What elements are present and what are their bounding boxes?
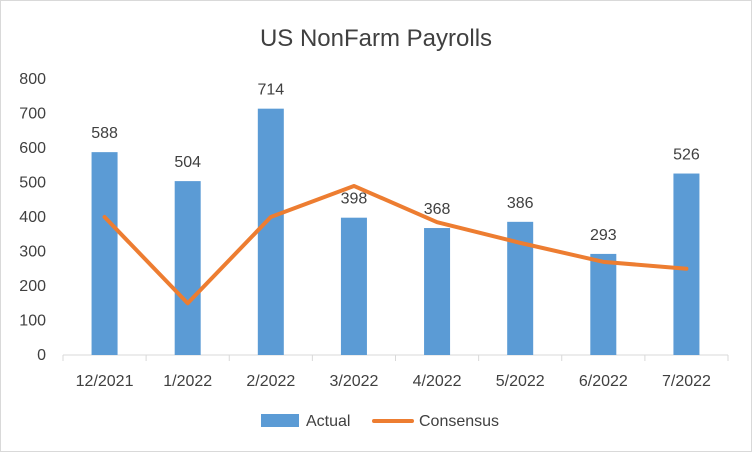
consensus-line <box>102 183 689 306</box>
data-label: 504 <box>174 154 201 171</box>
chart-title: US NonFarm Payrolls <box>260 25 492 52</box>
bar-actual <box>340 217 367 355</box>
y-tick-label: 100 <box>19 313 46 330</box>
legend-swatch-actual <box>261 414 299 427</box>
axes: 0 100 200 300 400 500 600 700 800 12/2021 1/2022 2/… <box>19 71 729 390</box>
y-tick-label: 400 <box>19 209 46 226</box>
x-tick-label: 3/2022 <box>329 373 378 390</box>
y-tick-label: 800 <box>19 71 46 88</box>
x-tick-label: 1/2022 <box>163 373 212 390</box>
bar-actual <box>424 228 451 355</box>
legend-label-consensus: Consensus <box>419 413 499 430</box>
y-tick-label: 500 <box>19 175 46 192</box>
data-label: 293 <box>590 227 617 244</box>
x-tick-label: 5/2022 <box>496 373 545 390</box>
consensus-line-group <box>102 183 689 306</box>
bar-actual <box>91 152 118 355</box>
y-tick-label: 300 <box>19 244 46 261</box>
y-tick-label: 0 <box>37 347 46 364</box>
data-label: 386 <box>507 195 534 212</box>
y-tick-label: 600 <box>19 140 46 157</box>
data-label: 368 <box>424 201 451 218</box>
x-tick-label: 4/2022 <box>413 373 462 390</box>
data-label: 526 <box>673 147 700 164</box>
x-tick-label: 2/2022 <box>246 373 295 390</box>
legend: Actual Consensus <box>261 413 499 430</box>
data-label: 398 <box>341 191 368 208</box>
x-tick-label: 7/2022 <box>662 373 711 390</box>
x-tick-label: 6/2022 <box>579 373 628 390</box>
bar-actual <box>673 173 700 355</box>
data-label: 714 <box>257 82 284 99</box>
bars <box>91 108 700 355</box>
data-labels: 588 504 714 398 368 386 293 526 <box>91 82 700 244</box>
legend-label-actual: Actual <box>306 413 350 430</box>
bar-actual <box>257 108 284 355</box>
x-tick-label: 12/2021 <box>76 373 134 390</box>
bar-actual <box>174 181 201 355</box>
data-label: 588 <box>91 125 118 142</box>
y-tick-label: 700 <box>19 106 46 123</box>
bar-actual <box>590 253 617 355</box>
y-tick-label: 200 <box>19 278 46 295</box>
